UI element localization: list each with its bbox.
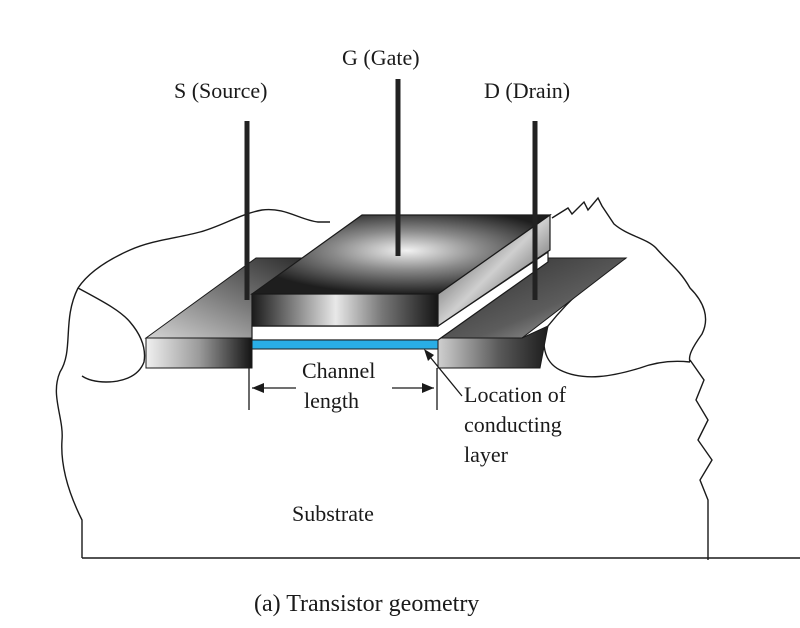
substrate-rough-edge [77, 196, 707, 363]
location-label-line3: layer [464, 442, 509, 467]
source-region-front [145, 337, 253, 369]
substrate-label: Substrate [292, 501, 374, 526]
channel-label-line1: Channel [302, 358, 375, 383]
source-label: S (Source) [174, 78, 267, 103]
drain-region-front [437, 325, 549, 369]
channel-arrowhead-right [422, 383, 434, 393]
gate-front-face [251, 293, 439, 327]
conducting-layer-pointer [425, 351, 463, 397]
location-label-line2: conducting [464, 412, 562, 437]
conducting-layer [251, 339, 439, 350]
conducting-layer-pointer-head [424, 349, 434, 361]
gate-side-face [437, 213, 551, 328]
location-label-line1: Location of [464, 382, 567, 407]
substrate-outline [55, 287, 800, 560]
left-cavity-edge [77, 287, 146, 383]
channel-label-line2: length [304, 388, 359, 413]
figure-caption: (a) Transistor geometry [254, 591, 479, 617]
drain-label: D (Drain) [484, 78, 570, 103]
gate-label: G (Gate) [342, 45, 420, 70]
channel-arrowhead-left [252, 383, 264, 393]
